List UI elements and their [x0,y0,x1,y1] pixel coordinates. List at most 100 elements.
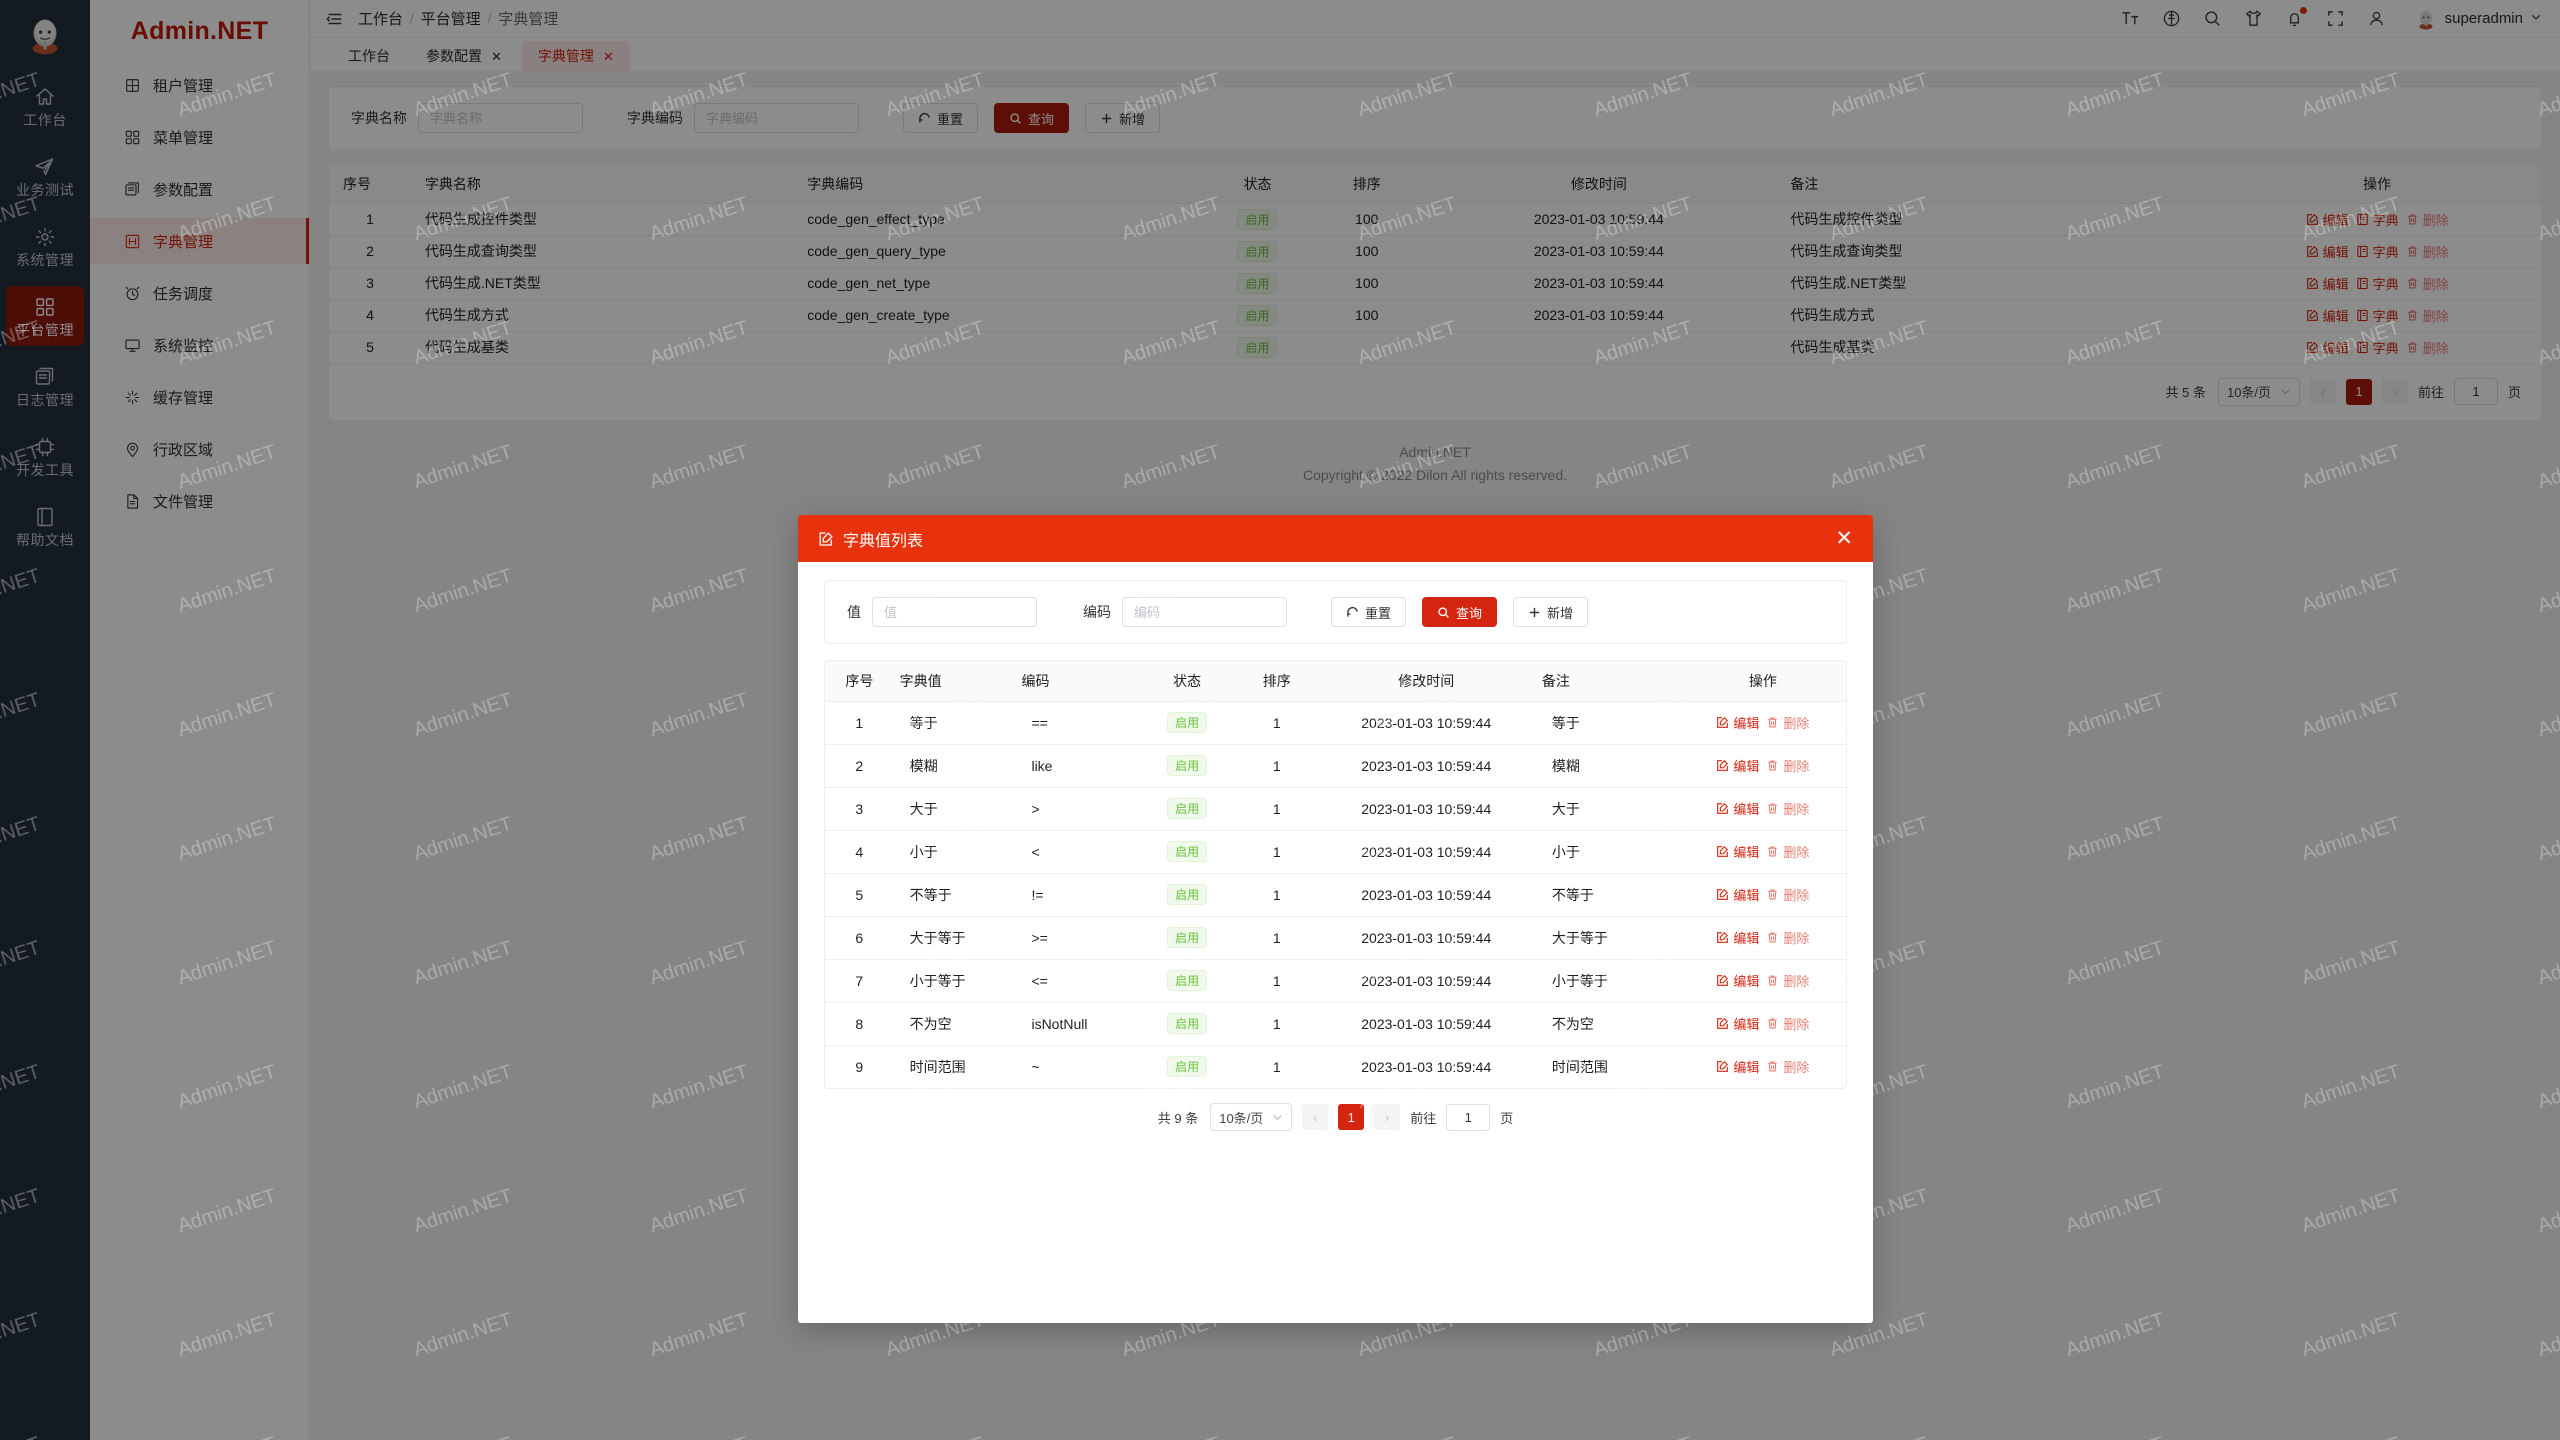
search-icon[interactable] [2203,9,2222,28]
edit-action[interactable]: 编辑 [1716,799,1759,818]
tab-2[interactable]: 参数配置 ✕ [410,41,518,71]
edit-action[interactable]: 编辑 [1716,1057,1759,1076]
edit-action[interactable]: 编辑 [2306,274,2349,293]
edit-action[interactable]: 编辑 [1716,1014,1759,1033]
edit-action[interactable]: 编辑 [1716,713,1759,732]
sidebar-item-3[interactable]: 参数配置 [90,166,309,212]
text-size-icon[interactable] [2121,9,2140,28]
rail-item-5[interactable]: 日志管理 [6,356,84,416]
dict-action[interactable]: 字典 [2356,242,2399,261]
delete-action[interactable]: 删除 [2406,306,2449,325]
reset-button[interactable]: 重置 [903,103,979,133]
chevron-down-icon[interactable] [2530,10,2542,28]
sidebar-item-1[interactable]: 租户管理 [90,62,309,108]
modal-reset-button[interactable]: 重置 [1331,597,1407,627]
tab-close-icon[interactable]: ✕ [602,48,614,64]
breadcrumb-item-1[interactable]: 工作台 [358,11,404,28]
language-icon[interactable] [2162,9,2181,28]
delete-action[interactable]: 删除 [2406,338,2449,357]
page-number-1[interactable]: 1 [2345,378,2372,405]
dict-action[interactable]: 字典 [2356,306,2399,325]
edit-action[interactable]: 编辑 [1716,842,1759,861]
delete-action[interactable]: 删除 [2406,274,2449,293]
delete-action[interactable]: 删除 [1766,1057,1809,1076]
modal-page-number-1[interactable]: 1 [1338,1104,1365,1130]
fullscreen-icon[interactable] [2326,9,2345,28]
modal-query-button[interactable]: 查询 [1422,597,1498,627]
delete-action[interactable]: 删除 [1766,756,1809,775]
delete-action[interactable]: 删除 [1766,842,1809,861]
table-row[interactable]: 9 时间范围 ~ 启用 1 2023-01-03 10:59:44 时间范围 编辑 删除 [825,1045,1846,1088]
edit-action[interactable]: 编辑 [2306,338,2349,357]
add-button[interactable]: 新增 [1085,103,1161,133]
notification-bell-icon[interactable] [2285,7,2307,28]
rail-item-2[interactable]: 业务测试 [6,146,84,206]
rail-item-1[interactable]: 工作台 [6,76,84,136]
table-row[interactable]: 2 模糊 like 启用 1 2023-01-03 10:59:44 模糊 编辑 删除 [825,744,1846,788]
modal-add-button[interactable]: 新增 [1513,597,1589,627]
table-row[interactable]: 6 大于等于 >= 启用 1 2023-01-03 10:59:44 大于等于 编辑 删除 [825,916,1846,960]
delete-action[interactable]: 删除 [1766,971,1809,990]
sidebar-item-7[interactable]: 缓存管理 [90,374,309,420]
table-row[interactable]: 2 代码生成查询类型 code_gen_query_type 启用 100 2023-01… [329,235,2541,268]
modal-jump-page-input[interactable] [1446,1103,1491,1131]
dict-action[interactable]: 字典 [2356,338,2399,357]
page-size-select[interactable]: 10条/页 [2217,377,2300,406]
table-row[interactable]: 4 小于 < 启用 1 2023-01-03 10:59:44 小于 编辑 删除 [825,830,1846,874]
sidebar-item-4[interactable]: 字典管理 [90,218,309,264]
delete-action[interactable]: 删除 [2406,210,2449,229]
edit-action[interactable]: 编辑 [1716,885,1759,904]
jump-page-input[interactable] [2453,378,2498,405]
dict-name-input[interactable] [418,103,583,133]
tab-1[interactable]: 工作台 [332,41,406,71]
edit-action[interactable]: 编辑 [2306,306,2349,325]
modal-code-input[interactable] [1122,597,1287,627]
table-row[interactable]: 5 不等于 != 启用 1 2023-01-03 10:59:44 不等于 编辑 删除 [825,873,1846,917]
delete-action[interactable]: 删除 [2406,242,2449,261]
edit-action[interactable]: 编辑 [2306,242,2349,261]
modal-next-page-button[interactable]: › [1374,1104,1401,1130]
tab-close-icon[interactable]: ✕ [491,48,502,64]
delete-action[interactable]: 删除 [1766,885,1809,904]
table-row[interactable]: 3 大于 > 启用 1 2023-01-03 10:59:44 大于 编辑 删除 [825,787,1846,831]
dict-code-input[interactable] [694,103,859,133]
dict-action[interactable]: 字典 [2356,210,2399,229]
close-icon[interactable]: ✕ [1835,527,1853,550]
user-icon[interactable] [2367,9,2386,28]
sidebar-item-6[interactable]: 系统监控 [90,322,309,368]
table-row[interactable]: 5 代码生成基类 启用 代码生成基类 编辑 字典 删除 [329,331,2541,364]
sidebar-item-9[interactable]: 文件管理 [90,478,309,524]
breadcrumb-item-2[interactable]: 平台管理 [420,11,481,28]
dict-action[interactable]: 字典 [2356,274,2399,293]
theme-shirt-icon[interactable] [2244,9,2263,28]
breadcrumb-item-3[interactable]: 字典管理 [498,11,559,28]
rail-item-6[interactable]: 开发工具 [6,426,84,486]
table-row[interactable]: 8 不为空 isNotNull 启用 1 2023-01-03 10:59:44 不为空 编辑… [825,1002,1846,1046]
rail-item-4[interactable]: 平台管理 [6,286,84,346]
user-menu[interactable]: superadmin [2414,7,2542,31]
table-row[interactable]: 7 小于等于 <= 启用 1 2023-01-03 10:59:44 小于等于 编辑 删除 [825,959,1846,1003]
edit-action[interactable]: 编辑 [1716,971,1759,990]
modal-prev-page-button[interactable]: ‹ [1302,1104,1329,1130]
sidebar-item-5[interactable]: 任务调度 [90,270,309,316]
query-button[interactable]: 查询 [994,103,1070,133]
modal-page-size-select[interactable]: 10条/页 [1210,1103,1293,1131]
edit-action[interactable]: 编辑 [1716,928,1759,947]
sidebar-item-2[interactable]: 菜单管理 [90,114,309,160]
table-row[interactable]: 4 代码生成方式 code_gen_create_type 启用 100 2023-01-… [329,299,2541,332]
delete-action[interactable]: 删除 [1766,928,1809,947]
prev-page-button[interactable]: ‹ [2309,378,2336,405]
delete-action[interactable]: 删除 [1766,1014,1809,1033]
table-row[interactable]: 1 代码生成控件类型 code_gen_effect_type 启用 100 2023-0… [329,203,2541,236]
rail-item-7[interactable]: 帮助文档 [6,496,84,556]
edit-action[interactable]: 编辑 [1716,756,1759,775]
sidebar-item-8[interactable]: 行政区域 [90,426,309,472]
modal-value-input[interactable] [872,597,1037,627]
table-row[interactable]: 3 代码生成.NET类型 code_gen_net_type 启用 100 2023-01… [329,267,2541,300]
edit-action[interactable]: 编辑 [2306,210,2349,229]
next-page-button[interactable]: › [2381,378,2408,405]
delete-action[interactable]: 删除 [1766,799,1809,818]
rail-item-3[interactable]: 系统管理 [6,216,84,276]
table-row[interactable]: 1 等于 == 启用 1 2023-01-03 10:59:44 等于 编辑 删除 [825,701,1846,745]
menu-collapse-icon[interactable] [326,10,344,28]
